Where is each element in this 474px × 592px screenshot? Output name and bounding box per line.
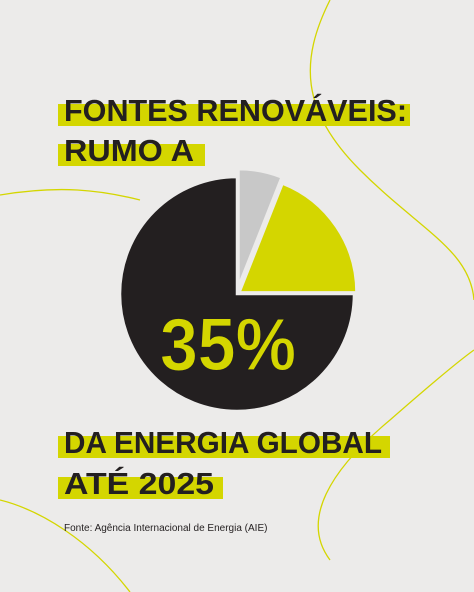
pie-slice <box>237 181 358 294</box>
deco-curve <box>317 349 474 561</box>
center-label: 35% <box>160 303 296 386</box>
pie-slice <box>118 175 356 413</box>
title-line: FONTES RENOVÁVEIS: <box>64 93 407 128</box>
highlight-band <box>58 104 410 126</box>
source: Fonte: Agência Internacional de Energia … <box>64 523 267 534</box>
subtitle-line: DA ENERGIA GLOBAL <box>64 425 382 460</box>
pie <box>118 167 358 413</box>
highlight-band <box>58 436 390 458</box>
highlights <box>58 104 410 499</box>
deco-curve <box>0 499 131 592</box>
subtitle-line: ATÉ 2025 <box>64 466 214 501</box>
highlight-band <box>58 144 205 166</box>
title-line: RUMO A <box>64 133 194 168</box>
highlight-band <box>58 477 223 499</box>
pie-slice <box>237 167 284 287</box>
deco-curve <box>309 0 474 301</box>
deco-curve <box>0 188 141 201</box>
